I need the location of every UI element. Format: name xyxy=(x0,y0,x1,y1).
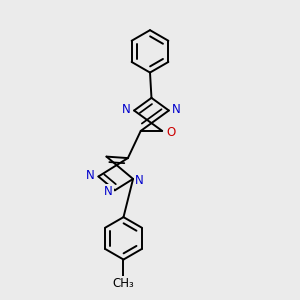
Text: N: N xyxy=(86,169,94,182)
Text: N: N xyxy=(172,103,181,116)
Text: N: N xyxy=(104,185,113,198)
Text: O: O xyxy=(167,126,176,139)
Text: N: N xyxy=(122,103,131,116)
Text: CH₃: CH₃ xyxy=(112,277,134,290)
Text: N: N xyxy=(135,174,144,187)
